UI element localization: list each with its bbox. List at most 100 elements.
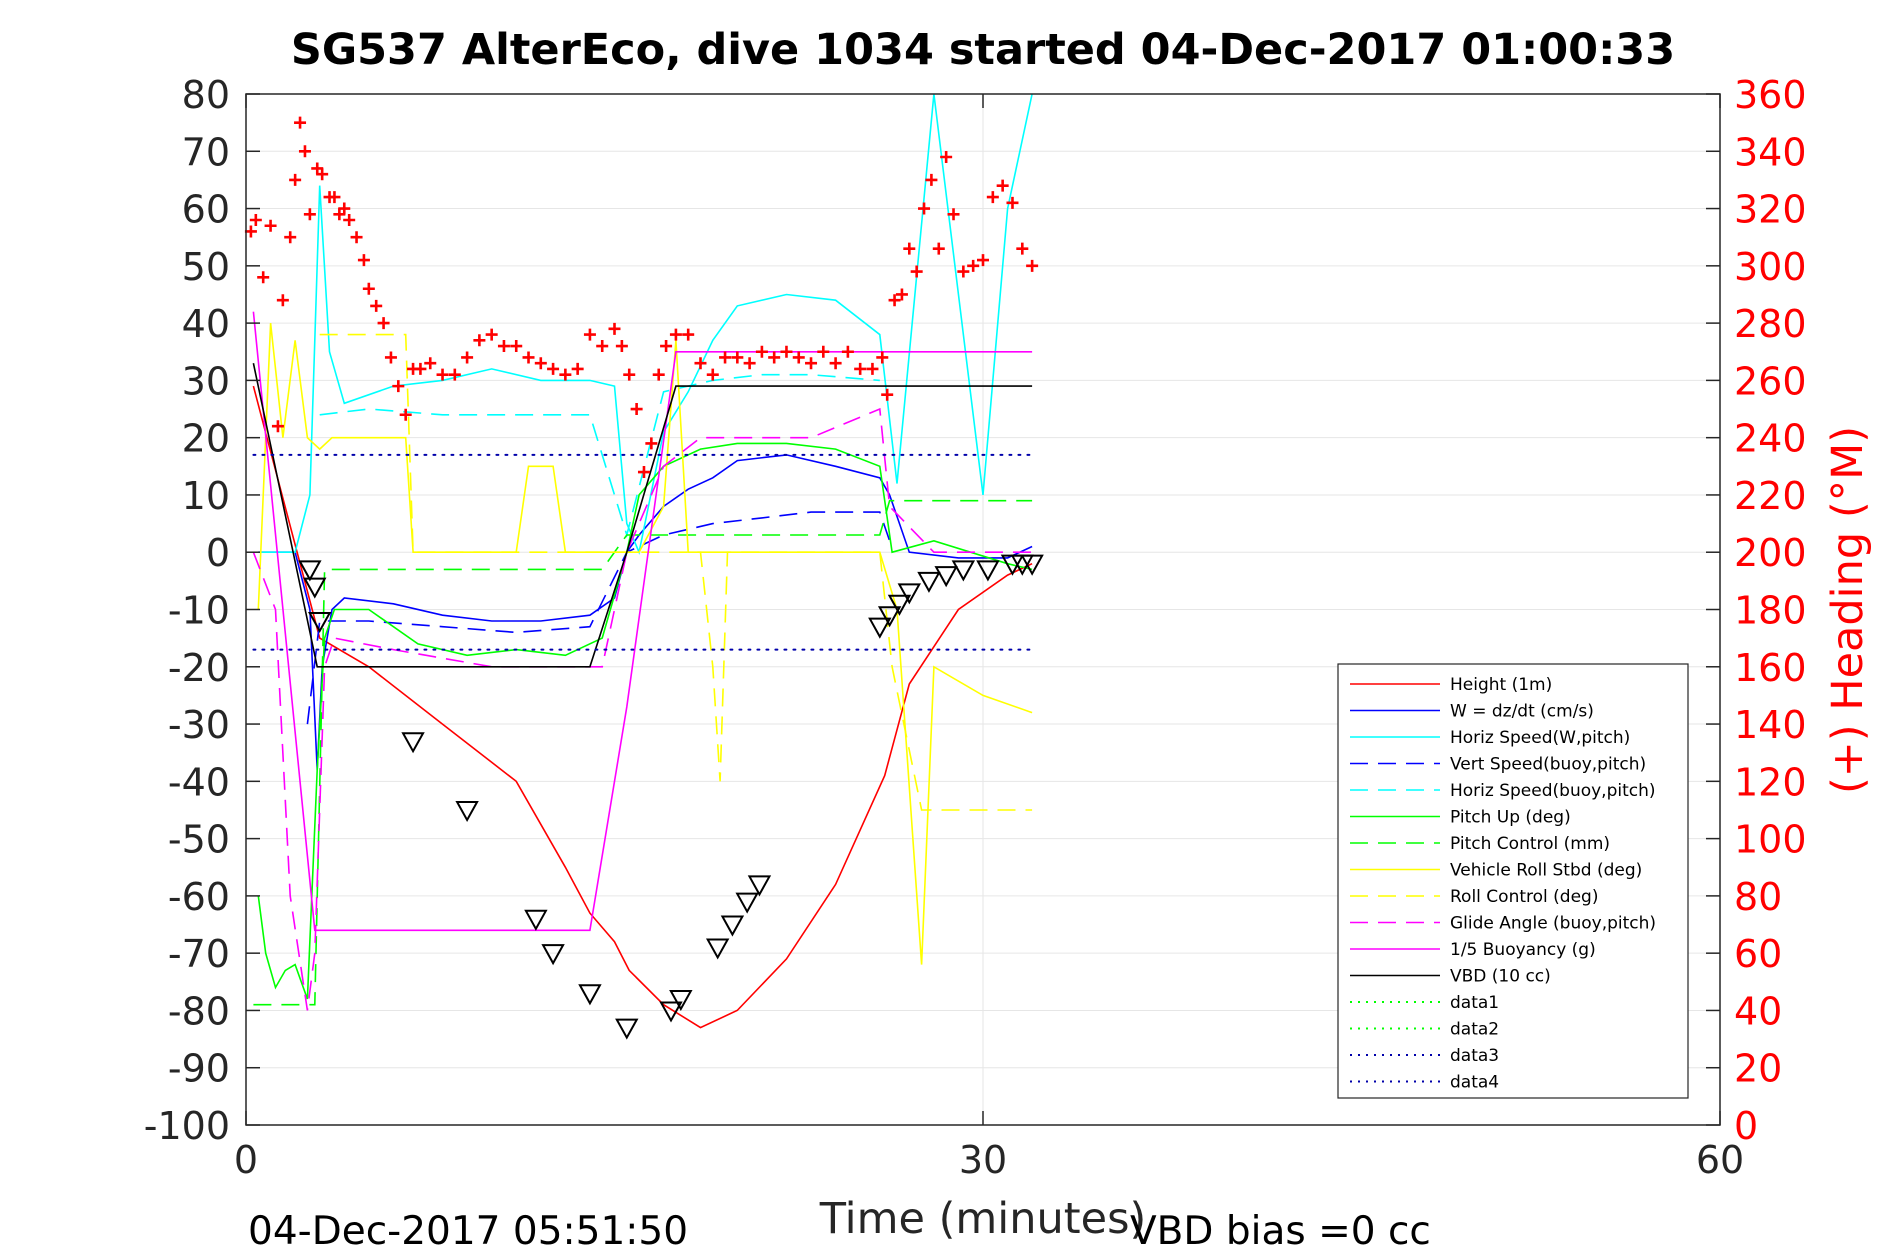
y-right-tick-label: 300 (1734, 245, 1807, 289)
series-layer (252, 94, 1034, 1029)
heading-marker (338, 202, 351, 215)
heading-marker (497, 340, 510, 353)
depth-marker (877, 606, 902, 628)
depth-marker (934, 566, 958, 588)
depth-marker (659, 1001, 683, 1023)
heading-marker (384, 351, 397, 364)
heading-marker (623, 368, 636, 381)
y-tick-label: 20 (182, 417, 230, 461)
heading-marker (669, 328, 682, 341)
heading-marker (829, 357, 842, 370)
heading-marker (583, 328, 596, 341)
depth-marker (1020, 554, 1044, 576)
heading-marker (436, 368, 449, 381)
heading-marker (996, 179, 1009, 192)
heading-marker (986, 191, 999, 204)
heading-marker (571, 362, 584, 375)
heading-marker (328, 191, 341, 204)
heading-marker (854, 362, 867, 375)
y-right-tick-label: 100 (1734, 818, 1807, 862)
depth-marker (747, 875, 772, 897)
heading-marker (298, 145, 311, 158)
series-pitch-up-deg (257, 442, 1033, 1000)
y-tick-label: -80 (168, 989, 230, 1033)
y-right-tick-label: 360 (1734, 73, 1807, 117)
legend: Height (1m) W = dz/dt (cm/s) Horiz Speed(W… (1337, 663, 1689, 1099)
y-tick-label: -20 (168, 646, 230, 690)
depth-marker (401, 732, 425, 754)
heading-marker (362, 282, 375, 295)
y-right-tick-label: 220 (1734, 474, 1807, 518)
heading-marker (866, 362, 879, 375)
heading-marker (534, 357, 547, 370)
chart-title: SG537 AlterEco, dive 1034 started 04-Dec… (291, 25, 1675, 75)
legend-label-horiz-speed-buoy-pitch: Horiz Speed(buoy,pitch) (1450, 781, 1656, 801)
heading-marker (399, 408, 412, 421)
heading-marker (768, 351, 781, 364)
y-tick-label: 40 (182, 302, 230, 346)
heading-marker (448, 368, 461, 381)
depth-marker (735, 892, 759, 914)
heading-marker (918, 202, 931, 215)
heading-marker (1016, 242, 1029, 255)
y-tick-label: 30 (182, 359, 230, 403)
tick-layer: 80706050403020100-10-20-30-40-50-60-70-8… (144, 73, 1807, 1182)
x-axis-label: Time (minutes) (819, 1194, 1147, 1244)
heading-marker (888, 294, 901, 307)
heading-marker (392, 380, 405, 393)
heading-marker (244, 225, 257, 238)
heading-marker (615, 340, 628, 353)
right-axis-label: (+) Heading (°M) (1823, 426, 1873, 794)
depth-marker (951, 560, 976, 582)
heading-marker (903, 242, 916, 255)
heading-marker (522, 351, 535, 364)
legend-label-vbd-10-cc: VBD (10 cc) (1450, 967, 1551, 987)
heading-marker (652, 368, 665, 381)
depth-marker (303, 577, 327, 599)
legend-label-1-5-buoyancy-g: 1/5 Buoyancy (g) (1450, 940, 1596, 960)
heading-marker (357, 254, 370, 267)
legend-label-data1: data1 (1450, 993, 1499, 1013)
y-tick-label: -10 (168, 589, 230, 633)
depth-marker (455, 800, 479, 823)
depth-marker (615, 1018, 639, 1040)
depth-marker (720, 915, 745, 937)
heading-marker (630, 403, 643, 416)
y-tick-label: -50 (168, 818, 230, 862)
y-tick-label: 0 (206, 531, 230, 575)
heading-marker (343, 214, 356, 227)
y-right-tick-label: 80 (1734, 875, 1782, 919)
heading-marker (596, 340, 609, 353)
y-right-tick-label: 160 (1734, 646, 1807, 690)
y-tick-label: 80 (182, 73, 230, 117)
x-tick-label: 60 (1696, 1138, 1744, 1182)
legend-label-vert-speed-buoy-pitch: Vert Speed(buoy,pitch) (1450, 755, 1646, 775)
series-glide-angle-buoy-pitch (252, 407, 1033, 1011)
heading-marker (485, 328, 498, 341)
series-horiz-speed-w-pitch (258, 94, 1033, 555)
y-tick-label: 60 (182, 188, 230, 232)
legend-items: Height (1m) W = dz/dt (cm/s) Horiz Speed(W… (1350, 675, 1656, 1093)
heading-marker (510, 340, 523, 353)
y-right-tick-label: 120 (1734, 760, 1807, 804)
legend-label-w-dz-dt-cm-s: W = dz/dt (cm/s) (1450, 702, 1594, 722)
depth-marker (705, 938, 730, 960)
heading-marker (967, 259, 980, 272)
legend-label-data4: data4 (1450, 1073, 1499, 1093)
heading-marker (947, 208, 960, 221)
series-vbd-10-cc (252, 363, 1033, 668)
legend-label-glide-angle-buoy-pitch: Glide Angle (buoy,pitch) (1450, 914, 1656, 934)
y-tick-label: 70 (182, 130, 230, 174)
y-right-tick-label: 60 (1734, 932, 1782, 976)
heading-marker (719, 351, 732, 364)
legend-label-height-1m: Height (1m) (1450, 675, 1552, 695)
heading-markers (244, 116, 1039, 479)
y-right-tick-label: 200 (1734, 531, 1807, 575)
depth-marker (976, 560, 1000, 582)
y-tick-label: -60 (168, 875, 230, 919)
heading-marker (805, 357, 818, 370)
y-right-tick-label: 340 (1734, 130, 1807, 174)
heading-marker (645, 437, 658, 450)
y-right-tick-label: 240 (1734, 417, 1807, 461)
heading-marker (755, 345, 768, 358)
